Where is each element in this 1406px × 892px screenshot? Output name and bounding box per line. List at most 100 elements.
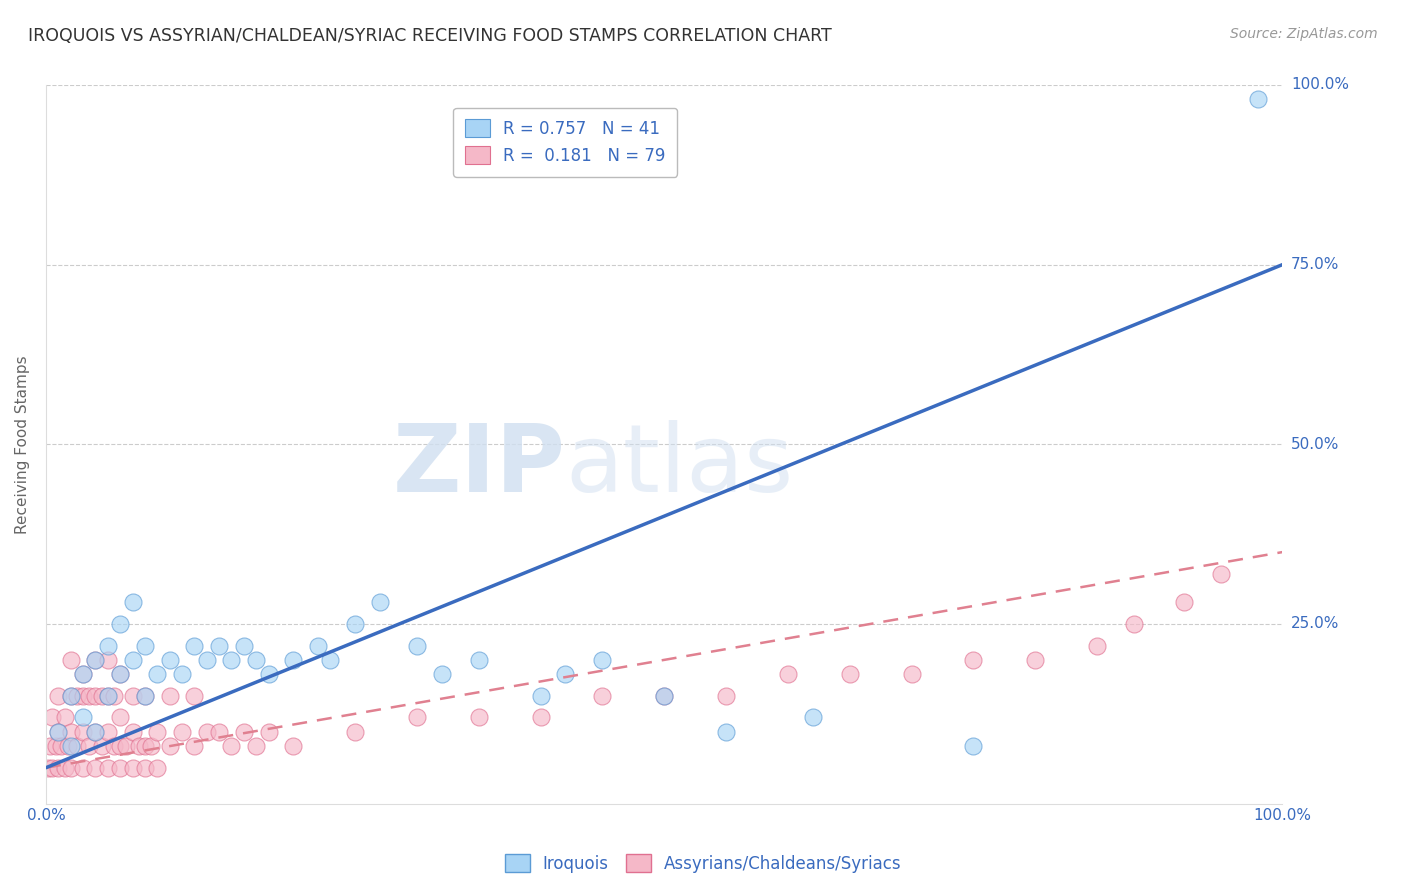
Point — [776, 667, 799, 681]
Point — [37, 761, 59, 775]
Point — [245, 653, 267, 667]
Point — [108, 667, 131, 681]
Point — [103, 689, 125, 703]
Point — [134, 689, 156, 703]
Point — [529, 689, 551, 703]
Point — [49, 739, 72, 753]
Point — [801, 710, 824, 724]
Point — [121, 595, 143, 609]
Point — [84, 689, 107, 703]
Point — [195, 653, 218, 667]
Point — [344, 724, 367, 739]
Point — [183, 689, 205, 703]
Point — [108, 761, 131, 775]
Point — [72, 667, 94, 681]
Point — [1085, 639, 1108, 653]
Point — [344, 616, 367, 631]
Text: ZIP: ZIP — [392, 420, 565, 512]
Point — [46, 724, 69, 739]
Point — [84, 724, 107, 739]
Legend: Iroquois, Assyrians/Chaldeans/Syriacs: Iroquois, Assyrians/Chaldeans/Syriacs — [498, 847, 908, 880]
Point — [97, 689, 120, 703]
Point — [554, 667, 576, 681]
Point — [108, 739, 131, 753]
Text: 75.0%: 75.0% — [1291, 257, 1339, 272]
Point — [97, 724, 120, 739]
Point — [121, 761, 143, 775]
Text: atlas: atlas — [565, 420, 793, 512]
Point — [468, 710, 491, 724]
Point — [90, 739, 112, 753]
Point — [72, 667, 94, 681]
Point — [838, 667, 860, 681]
Point — [66, 689, 89, 703]
Point — [41, 710, 63, 724]
Point — [77, 689, 100, 703]
Point — [46, 761, 69, 775]
Point — [652, 689, 675, 703]
Point — [72, 710, 94, 724]
Point — [41, 761, 63, 775]
Point — [121, 653, 143, 667]
Point — [208, 724, 231, 739]
Point — [430, 667, 453, 681]
Point — [159, 739, 181, 753]
Point — [45, 739, 67, 753]
Point — [108, 616, 131, 631]
Point — [159, 653, 181, 667]
Point — [84, 653, 107, 667]
Point — [221, 739, 243, 753]
Point — [900, 667, 922, 681]
Point — [208, 639, 231, 653]
Text: 100.0%: 100.0% — [1291, 78, 1348, 93]
Point — [134, 639, 156, 653]
Point — [115, 739, 138, 753]
Text: 25.0%: 25.0% — [1291, 616, 1339, 632]
Point — [139, 739, 162, 753]
Y-axis label: Receiving Food Stamps: Receiving Food Stamps — [15, 355, 30, 533]
Point — [159, 689, 181, 703]
Point — [53, 761, 76, 775]
Point — [1024, 653, 1046, 667]
Point — [307, 639, 329, 653]
Point — [134, 761, 156, 775]
Point — [46, 724, 69, 739]
Point — [121, 724, 143, 739]
Point — [97, 761, 120, 775]
Point — [195, 724, 218, 739]
Point — [221, 653, 243, 667]
Point — [406, 639, 429, 653]
Point — [97, 689, 120, 703]
Point — [72, 689, 94, 703]
Point — [58, 739, 80, 753]
Point — [84, 724, 107, 739]
Point — [714, 724, 737, 739]
Point — [108, 710, 131, 724]
Point — [97, 653, 120, 667]
Point — [406, 710, 429, 724]
Point — [529, 710, 551, 724]
Point — [38, 739, 60, 753]
Point — [283, 739, 305, 753]
Point — [84, 653, 107, 667]
Point — [146, 761, 169, 775]
Text: IROQUOIS VS ASSYRIAN/CHALDEAN/SYRIAC RECEIVING FOOD STAMPS CORRELATION CHART: IROQUOIS VS ASSYRIAN/CHALDEAN/SYRIAC REC… — [28, 27, 832, 45]
Point — [59, 689, 82, 703]
Point — [257, 724, 280, 739]
Point — [232, 639, 254, 653]
Point — [1173, 595, 1195, 609]
Point — [319, 653, 342, 667]
Point — [183, 739, 205, 753]
Point — [128, 739, 150, 753]
Point — [1247, 92, 1270, 106]
Point — [146, 724, 169, 739]
Point — [146, 667, 169, 681]
Point — [962, 653, 984, 667]
Point — [134, 739, 156, 753]
Point — [1209, 566, 1232, 581]
Point — [121, 689, 143, 703]
Point — [59, 761, 82, 775]
Point — [1123, 616, 1146, 631]
Point — [368, 595, 391, 609]
Point — [59, 739, 82, 753]
